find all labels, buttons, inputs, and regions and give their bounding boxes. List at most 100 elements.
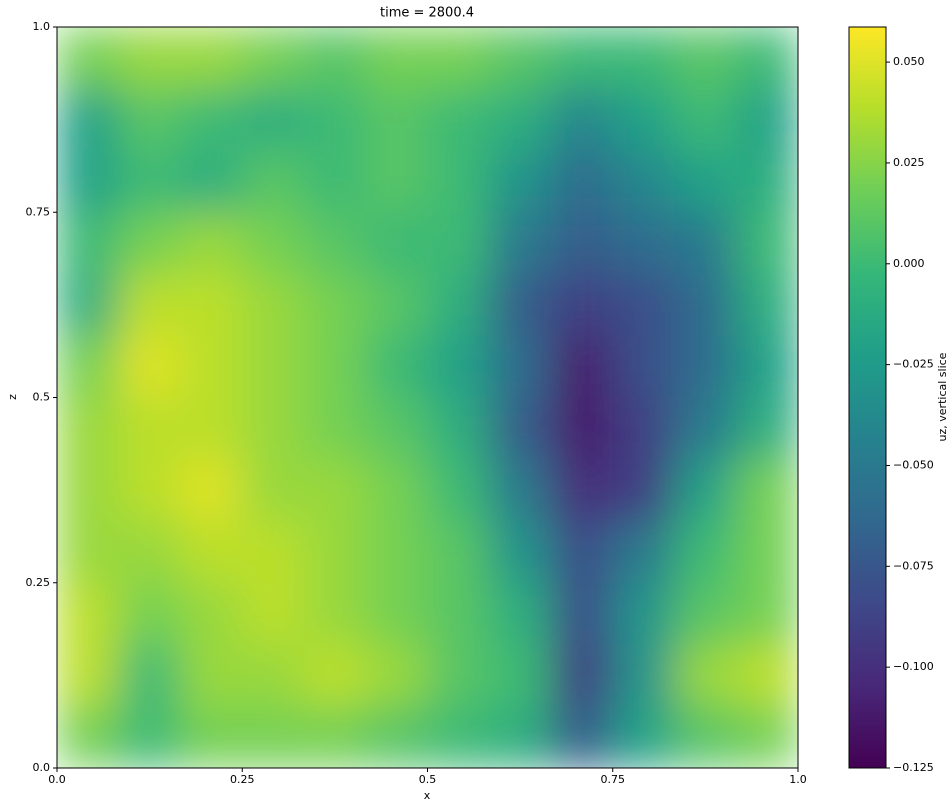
heatmap-cell [612, 88, 675, 151]
heatmap-cell [57, 520, 120, 584]
heatmap-cell [427, 458, 490, 522]
heatmap-cell [365, 644, 428, 707]
heatmap-cell [57, 582, 120, 645]
heatmap-cell [550, 150, 614, 213]
x-tick-label: 0.0 [48, 773, 66, 786]
heatmap-cell [735, 582, 798, 645]
heatmap-cell [612, 211, 675, 275]
heatmap-cell [735, 211, 798, 275]
heatmap-cell [488, 335, 552, 398]
heatmap-cell [488, 273, 552, 337]
heatmap-cell [674, 150, 737, 213]
heatmap-cell [180, 397, 243, 460]
heatmap-cell [241, 644, 305, 707]
heatmap-cell [612, 520, 675, 584]
heatmap-cell [118, 458, 181, 522]
heatmap-cell [180, 458, 243, 522]
heatmap-cell [180, 150, 243, 213]
heatmap-cell [674, 27, 737, 90]
heatmap-cell [118, 88, 181, 151]
heatmap-cell [365, 335, 428, 398]
heatmap-cell [365, 520, 428, 584]
heatmap-cell [674, 335, 737, 398]
heatmap-cell [488, 644, 552, 707]
x-axis-label: x [424, 789, 431, 802]
heatmap-cell [365, 27, 428, 90]
heatmap-cell [735, 88, 798, 151]
heatmap-cell [550, 520, 614, 584]
heatmap-cell [365, 150, 428, 213]
heatmap-cell [180, 27, 243, 90]
heatmap [57, 27, 798, 768]
heatmap-cell [427, 150, 490, 213]
heatmap-cell [180, 273, 243, 337]
heatmap-cell [57, 273, 120, 337]
heatmap-cell [180, 644, 243, 707]
heatmap-cell [488, 582, 552, 645]
heatmap-cell [735, 27, 798, 90]
heatmap-cell [550, 335, 614, 398]
y-tick-label: 0.5 [33, 391, 51, 404]
heatmap-cell [303, 88, 367, 151]
heatmap-cell [303, 582, 367, 645]
colorbar-tick-label: −0.050 [893, 458, 934, 471]
heatmap-cell [427, 397, 490, 460]
heatmap-cell [612, 705, 675, 768]
colorbar-tick-label: −0.100 [893, 660, 934, 673]
heatmap-cell [241, 582, 305, 645]
heatmap-cell [365, 211, 428, 275]
chart-title: time = 2800.4 [380, 6, 474, 21]
heatmap-cell [241, 335, 305, 398]
heatmap-cell [488, 520, 552, 584]
heatmap-cell [612, 397, 675, 460]
heatmap-cell [612, 273, 675, 337]
heatmap-cell [241, 27, 305, 90]
heatmap-cell [180, 335, 243, 398]
x-tick-label: 0.5 [419, 773, 437, 786]
y-axis-label: z [6, 394, 19, 400]
heatmap-cell [303, 273, 367, 337]
heatmap-cell [365, 582, 428, 645]
heatmap-cell [674, 88, 737, 151]
colorbar-tick-label: −0.025 [893, 358, 934, 371]
heatmap-cell [118, 397, 181, 460]
heatmap-cell [612, 644, 675, 707]
heatmap-cell [365, 705, 428, 768]
heatmap-cell [427, 273, 490, 337]
heatmap-cell [303, 644, 367, 707]
y-tick-label: 1.0 [33, 20, 51, 33]
heatmap-cell [303, 458, 367, 522]
heatmap-cell [241, 458, 305, 522]
heatmap-cell [735, 397, 798, 460]
heatmap-cell [241, 150, 305, 213]
heatmap-cell [612, 582, 675, 645]
heatmap-cell [427, 705, 490, 768]
heatmap-cell [118, 644, 181, 707]
x-tick-label: 1.0 [789, 773, 807, 786]
heatmap-cell [674, 582, 737, 645]
heatmap-cell [427, 211, 490, 275]
heatmap-cell [427, 520, 490, 584]
heatmap-cell [57, 150, 120, 213]
heatmap-cell [118, 335, 181, 398]
colorbar-tick-label: 0.000 [893, 257, 925, 270]
heatmap-cell [57, 458, 120, 522]
heatmap-cell [735, 273, 798, 337]
heatmap-cell [303, 520, 367, 584]
heatmap-cell [488, 88, 552, 151]
heatmap-cell [241, 705, 305, 768]
heatmap-cell [735, 335, 798, 398]
heatmap-cell [180, 582, 243, 645]
heatmap-cell [550, 705, 614, 768]
heatmap-cell [57, 644, 120, 707]
colorbar-label: uz, vertical slice [936, 352, 949, 441]
heatmap-cell [57, 88, 120, 151]
heatmap-cell [674, 644, 737, 707]
heatmap-cell [612, 458, 675, 522]
heatmap-cell [550, 27, 614, 90]
heatmap-cell [365, 273, 428, 337]
heatmap-cell [488, 458, 552, 522]
heatmap-cell [427, 335, 490, 398]
heatmap-cell [57, 397, 120, 460]
